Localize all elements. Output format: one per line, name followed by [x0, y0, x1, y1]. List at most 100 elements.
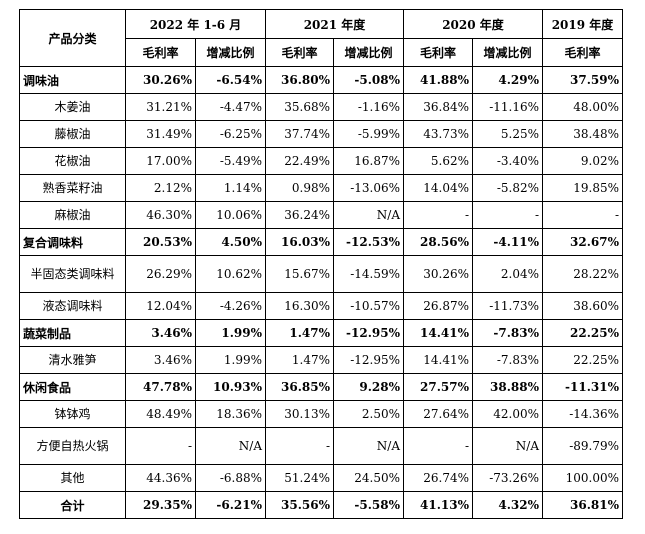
table-cell: 32.67% — [542, 228, 623, 256]
table-cell: -12.53% — [333, 228, 404, 256]
header-row-metrics: 毛利率 增减比例 毛利率 增减比例 毛利率 增减比例 毛利率 — [20, 38, 623, 67]
table-cell: -6.88% — [195, 464, 266, 492]
table-cell: 48.49% — [125, 400, 196, 428]
table-body: 调味油 30.26% -6.54% 36.80% -5.08% 41.88% 4.29% 37… — [19, 66, 623, 519]
table-cell: - — [403, 201, 473, 229]
header-gross-margin: 毛利率 — [125, 38, 196, 67]
header-change: 增减比例 — [333, 38, 404, 67]
row-label: 半固态类调味料 — [19, 255, 126, 293]
table-cell: -6.25% — [195, 120, 266, 148]
table-cell: -6.54% — [195, 66, 266, 94]
row-label: 蔬菜制品 — [19, 319, 126, 347]
header-category: 产品分类 — [19, 9, 126, 67]
table-cell: 20.53% — [125, 228, 196, 256]
row-label: 钵钵鸡 — [19, 400, 126, 428]
table-cell: 14.41% — [403, 319, 473, 347]
row-label: 液态调味料 — [19, 292, 126, 320]
row-label: 麻椒油 — [19, 201, 126, 229]
table-cell: 38.60% — [542, 292, 623, 320]
table-cell: 51.24% — [265, 464, 334, 492]
table-cell: -7.83% — [472, 346, 543, 374]
header-gross-margin: 毛利率 — [403, 38, 473, 67]
table-cell: -89.79% — [542, 427, 623, 465]
table-cell: - — [265, 427, 334, 465]
table-cell: -11.73% — [472, 292, 543, 320]
table-cell: N/A — [333, 427, 404, 465]
table-cell: 36.80% — [265, 66, 334, 94]
row-label: 清水雅笋 — [19, 346, 126, 374]
row-label: 合计 — [19, 491, 126, 519]
table-row: 合计 29.35% -6.21% 35.56% -5.58% 41.13% 4.32% 36.… — [19, 491, 623, 519]
table-cell: 29.35% — [125, 491, 196, 519]
table-cell: -11.16% — [472, 93, 543, 121]
header-period-2021: 2021 年度 — [265, 9, 404, 39]
row-label: 复合调味料 — [19, 228, 126, 256]
table-row: 蔬菜制品 3.46% 1.99% 1.47% -12.95% 14.41% -7.83% 22… — [19, 319, 623, 347]
table-cell: 1.99% — [195, 346, 266, 374]
row-label: 熟香菜籽油 — [19, 174, 126, 202]
table-cell: 30.13% — [265, 400, 334, 428]
table-cell: 5.25% — [472, 120, 543, 148]
table-cell: -5.08% — [333, 66, 404, 94]
row-label: 方便自热火锅 — [19, 427, 126, 465]
table-cell: 9.28% — [333, 373, 404, 401]
table-cell: 16.30% — [265, 292, 334, 320]
table-cell: 27.64% — [403, 400, 473, 428]
table-cell: 1.47% — [265, 319, 334, 347]
table-cell: 30.26% — [403, 255, 473, 293]
table-row: 方便自热火锅 - N/A - N/A - N/A -89.79% — [19, 427, 623, 465]
table-cell: 1.14% — [195, 174, 266, 202]
table-cell: 35.68% — [265, 93, 334, 121]
table-cell: 16.03% — [265, 228, 334, 256]
table-cell: 43.73% — [403, 120, 473, 148]
table-cell: 12.04% — [125, 292, 196, 320]
table-cell: N/A — [472, 427, 543, 465]
table-cell: 36.84% — [403, 93, 473, 121]
table-cell: 31.21% — [125, 93, 196, 121]
table-cell: -5.58% — [333, 491, 404, 519]
table-row: 木姜油 31.21% -4.47% 35.68% -1.16% 36.84% -11.16%… — [19, 93, 623, 121]
table-cell: 5.62% — [403, 147, 473, 175]
table-cell: -5.99% — [333, 120, 404, 148]
table-row: 钵钵鸡 48.49% 18.36% 30.13% 2.50% 27.64% 42.00% -1… — [19, 400, 623, 428]
table-cell: 26.29% — [125, 255, 196, 293]
table-row: 液态调味料 12.04% -4.26% 16.30% -10.57% 26.87% -11.… — [19, 292, 623, 320]
table-row: 半固态类调味料 26.29% 10.62% 15.67% -14.59% 30.26% 2.… — [19, 255, 623, 293]
table-cell: 16.87% — [333, 147, 404, 175]
row-label: 木姜油 — [19, 93, 126, 121]
table-cell: 22.25% — [542, 319, 623, 347]
table-cell: N/A — [195, 427, 266, 465]
table-cell: -14.36% — [542, 400, 623, 428]
row-label: 调味油 — [19, 66, 126, 94]
table-row: 复合调味料 20.53% 4.50% 16.03% -12.53% 28.56% -4.11… — [19, 228, 623, 256]
row-label: 藤椒油 — [19, 120, 126, 148]
table-cell: 35.56% — [265, 491, 334, 519]
table-row: 清水雅笋 3.46% 1.99% 1.47% -12.95% 14.41% -7.83% 22… — [19, 346, 623, 374]
table-cell: 44.36% — [125, 464, 196, 492]
table-cell: 0.98% — [265, 174, 334, 202]
table-cell: 22.49% — [265, 147, 334, 175]
table-cell: 27.57% — [403, 373, 473, 401]
table-cell: 24.50% — [333, 464, 404, 492]
table-cell: 18.36% — [195, 400, 266, 428]
table-cell: - — [125, 427, 196, 465]
header-gross-margin: 毛利率 — [265, 38, 334, 67]
row-label: 休闲食品 — [19, 373, 126, 401]
table-cell: 38.88% — [472, 373, 543, 401]
table-cell: 10.93% — [195, 373, 266, 401]
table-cell: 2.50% — [333, 400, 404, 428]
margin-table-container: 产品分类 2022 年 1-6 月 2021 年度 2020 年度 2019 年… — [19, 9, 623, 519]
table-row: 藤椒油 31.49% -6.25% 37.74% -5.99% 43.73% 5.25% 38… — [19, 120, 623, 148]
header-row-periods: 产品分类 2022 年 1-6 月 2021 年度 2020 年度 2019 年… — [19, 9, 623, 67]
table-cell: 36.85% — [265, 373, 334, 401]
table-cell: 10.06% — [195, 201, 266, 229]
table-cell: 41.13% — [403, 491, 473, 519]
row-label: 花椒油 — [19, 147, 126, 175]
table-cell: 37.74% — [265, 120, 334, 148]
table-cell: 28.56% — [403, 228, 473, 256]
table-cell: 30.26% — [125, 66, 196, 94]
table-cell: 4.50% — [195, 228, 266, 256]
table-cell: 1.99% — [195, 319, 266, 347]
table-cell: 2.04% — [472, 255, 543, 293]
header-period-2019: 2019 年度 — [542, 9, 623, 39]
